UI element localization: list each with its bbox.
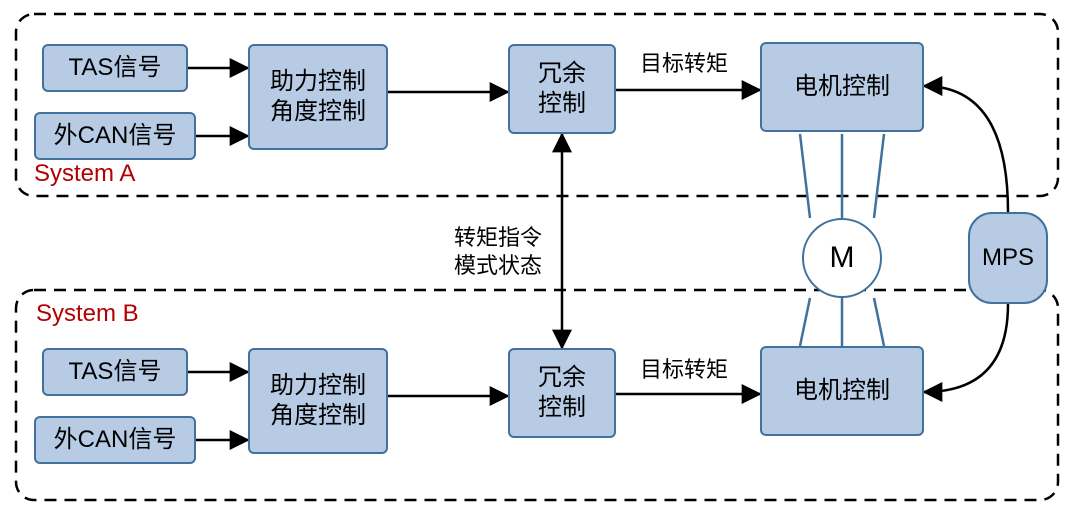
node-assist-a: 助力控制 角度控制 <box>248 44 388 150</box>
system-b-title: System B <box>36 300 139 328</box>
edge-label-torque-a: 目标转矩 <box>640 50 728 78</box>
node-tas-a: TAS信号 <box>42 44 188 92</box>
edge-label-between: 转矩指令 模式状态 <box>454 224 542 279</box>
node-can-b: 外CAN信号 <box>34 416 196 464</box>
node-assist-b: 助力控制 角度控制 <box>248 348 388 454</box>
node-redun-a: 冗余 控制 <box>508 44 616 134</box>
diagram-canvas: System A TAS信号 外CAN信号 助力控制 角度控制 冗余 控制 电机… <box>0 0 1080 514</box>
node-motor-b: 电机控制 <box>760 346 924 436</box>
node-can-a: 外CAN信号 <box>34 112 196 160</box>
node-mps: MPS <box>968 212 1048 304</box>
system-a-title: System A <box>34 160 135 188</box>
node-motor-circle: M <box>802 218 882 298</box>
node-redun-b: 冗余 控制 <box>508 348 616 438</box>
edge-label-torque-b: 目标转矩 <box>640 356 728 384</box>
node-tas-b: TAS信号 <box>42 348 188 396</box>
node-motor-a: 电机控制 <box>760 42 924 132</box>
